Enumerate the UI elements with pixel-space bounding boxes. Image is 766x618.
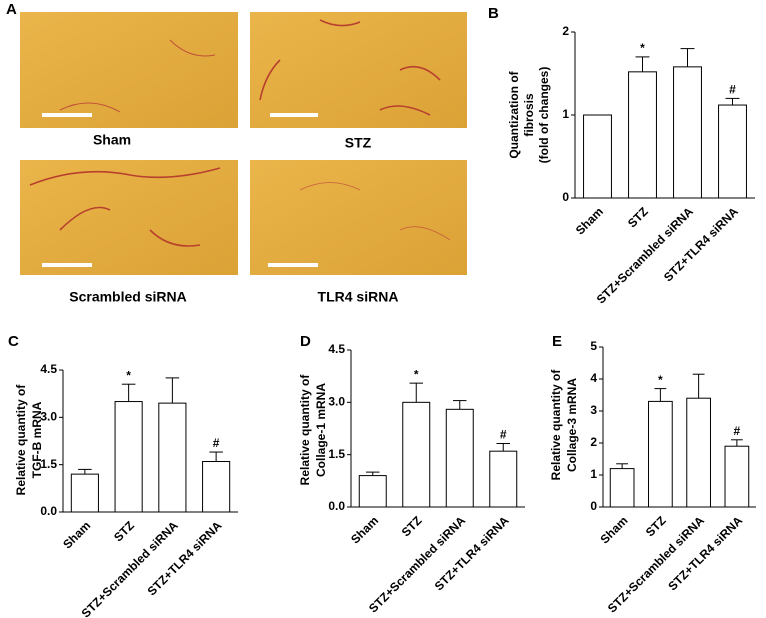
bar — [202, 461, 231, 513]
bar — [686, 397, 711, 508]
panel-label: C — [8, 333, 19, 350]
caption: STZ — [345, 135, 372, 151]
bar — [609, 468, 635, 508]
y-tick-label: 0.0 — [40, 504, 57, 518]
bar — [583, 114, 612, 199]
y-axis-label: TGF-B mRNA — [30, 401, 44, 478]
significance-mark: # — [500, 428, 507, 442]
bar — [724, 445, 750, 508]
y-tick-label: 4 — [590, 371, 597, 385]
bar — [489, 450, 518, 508]
y-axis-label: Relative quantity of — [298, 374, 312, 486]
y-axis-label: fibrosis — [522, 93, 536, 137]
x-tick-label: STZ+TLR4 siRNA — [432, 513, 512, 593]
micrograph — [20, 12, 238, 128]
x-tick-label: STZ+TLR4 siRNA — [665, 513, 745, 593]
bar — [158, 402, 187, 513]
y-axis-label: Quantization of — [507, 70, 521, 158]
y-axis-label: Relative quantity of — [549, 369, 563, 481]
bar — [628, 71, 657, 199]
x-tick-label: STZ — [111, 518, 137, 544]
y-tick-label: 3.0 — [328, 395, 345, 409]
panel-label: D — [300, 333, 311, 350]
significance-mark: * — [640, 41, 645, 55]
y-tick-label: 1 — [590, 467, 597, 481]
panel-label: A — [6, 1, 17, 18]
bar — [358, 475, 387, 508]
y-axis-label: Collage-3 mRNA — [565, 378, 579, 472]
micrograph — [250, 160, 467, 275]
significance-mark: # — [734, 424, 741, 438]
micrograph — [250, 12, 467, 128]
y-tick-label: 1 — [562, 107, 569, 121]
x-tick-label: Sham — [60, 518, 93, 551]
caption: Scrambled siRNA — [69, 289, 186, 305]
x-tick-label: STZ — [399, 513, 425, 539]
x-tick-label: Sham — [597, 513, 630, 546]
y-tick-label: 2 — [590, 435, 597, 449]
panel-label: E — [552, 333, 562, 350]
significance-mark: * — [658, 373, 663, 387]
bar — [648, 400, 673, 508]
significance-mark: # — [213, 436, 220, 450]
y-axis-label: Collage-1 mRNA — [314, 383, 328, 477]
bar — [402, 401, 431, 508]
y-tick-label: 2 — [562, 24, 569, 38]
y-tick-label: 0 — [562, 190, 569, 204]
significance-mark: * — [126, 368, 131, 382]
x-tick-label: STZ+TLR4 siRNA — [145, 518, 225, 598]
y-tick-label: 4.5 — [328, 342, 345, 356]
x-tick-label: Sham — [348, 513, 381, 546]
bar — [718, 104, 747, 199]
bar — [445, 408, 474, 508]
panel-label: B — [488, 5, 499, 22]
significance-mark: * — [414, 367, 419, 381]
micrograph — [20, 160, 238, 275]
x-tick-label: Sham — [573, 204, 606, 237]
caption: Sham — [93, 132, 131, 148]
y-tick-label: 3.0 — [40, 410, 57, 424]
y-axis-label: (fold of changes) — [537, 67, 551, 164]
bar — [114, 401, 143, 513]
x-tick-label: STZ — [643, 513, 669, 539]
y-tick-label: 0.0 — [328, 499, 345, 513]
y-tick-label: 3 — [590, 403, 597, 417]
y-tick-label: 5 — [590, 339, 597, 353]
caption: TLR4 siRNA — [318, 289, 399, 305]
y-axis-label: Relative quantity of — [14, 384, 28, 496]
y-tick-label: 0 — [590, 499, 597, 513]
y-tick-label: 1.5 — [328, 447, 345, 461]
y-tick-label: 1.5 — [40, 457, 57, 471]
x-tick-label: STZ — [625, 204, 651, 230]
bar — [673, 66, 702, 199]
significance-mark: # — [729, 83, 736, 97]
bar — [70, 473, 99, 513]
y-tick-label: 4.5 — [40, 362, 57, 376]
